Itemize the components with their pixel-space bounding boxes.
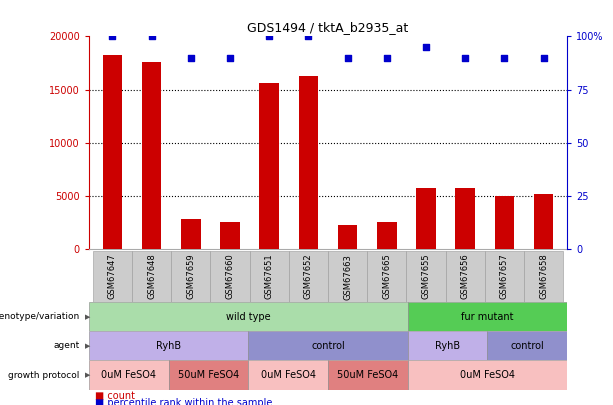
Text: GSM67655: GSM67655	[421, 254, 430, 299]
Point	[460, 54, 470, 61]
Bar	[299, 76, 318, 249]
Bar	[93, 251, 132, 302]
Text: ▶: ▶	[85, 314, 90, 320]
Text: RyhB: RyhB	[435, 341, 460, 351]
Bar	[142, 62, 161, 249]
Bar	[249, 251, 289, 302]
Bar	[259, 83, 279, 249]
Bar	[289, 251, 328, 302]
Bar	[524, 251, 563, 302]
Title: GDS1494 / tktA_b2935_at: GDS1494 / tktA_b2935_at	[247, 21, 409, 34]
Point	[147, 33, 156, 40]
Text: GSM67663: GSM67663	[343, 254, 352, 300]
Bar	[408, 302, 567, 331]
Bar	[408, 331, 487, 360]
Bar	[171, 251, 210, 302]
Bar	[408, 360, 567, 390]
Bar	[210, 251, 249, 302]
Bar	[132, 251, 171, 302]
Text: ■ count: ■ count	[95, 391, 135, 401]
Bar	[169, 360, 248, 390]
Text: 0uM FeSO4: 0uM FeSO4	[261, 370, 316, 380]
Bar	[495, 196, 514, 249]
Bar	[416, 188, 436, 249]
Bar	[328, 251, 367, 302]
Point	[264, 33, 274, 40]
Text: ▶: ▶	[85, 343, 90, 349]
Text: GSM67648: GSM67648	[147, 254, 156, 299]
Bar	[89, 360, 169, 390]
Point	[343, 54, 352, 61]
Bar	[455, 188, 475, 249]
Bar	[248, 331, 408, 360]
Bar	[367, 251, 406, 302]
Bar	[181, 219, 200, 249]
Bar	[89, 331, 248, 360]
Bar	[328, 360, 408, 390]
Text: growth protocol: growth protocol	[9, 371, 80, 379]
Point	[107, 33, 117, 40]
Text: GSM67658: GSM67658	[539, 254, 548, 299]
Point	[539, 54, 549, 61]
Bar	[487, 331, 567, 360]
Text: wild type: wild type	[226, 312, 270, 322]
Point	[500, 54, 509, 61]
Point	[186, 54, 196, 61]
Text: genotype/variation: genotype/variation	[0, 312, 80, 321]
Point	[421, 44, 431, 50]
Bar	[89, 302, 408, 331]
Text: 50uM FeSO4: 50uM FeSO4	[178, 370, 239, 380]
Text: GSM67656: GSM67656	[460, 254, 470, 299]
Bar	[406, 251, 446, 302]
Point	[382, 54, 392, 61]
Text: GSM67665: GSM67665	[383, 254, 391, 299]
Bar	[338, 225, 357, 249]
Bar	[102, 55, 122, 249]
Text: GSM67651: GSM67651	[265, 254, 273, 299]
Text: GSM67659: GSM67659	[186, 254, 196, 299]
Text: control: control	[510, 341, 544, 351]
Bar	[534, 194, 554, 249]
Text: ▶: ▶	[85, 372, 90, 378]
Text: ■ percentile rank within the sample: ■ percentile rank within the sample	[95, 398, 272, 405]
Text: 0uM FeSO4: 0uM FeSO4	[460, 370, 515, 380]
Bar	[220, 222, 240, 249]
Text: GSM67652: GSM67652	[304, 254, 313, 299]
Text: fur mutant: fur mutant	[461, 312, 514, 322]
Bar	[377, 222, 397, 249]
Text: 0uM FeSO4: 0uM FeSO4	[101, 370, 156, 380]
Bar	[485, 251, 524, 302]
Text: GSM67657: GSM67657	[500, 254, 509, 299]
Text: RyhB: RyhB	[156, 341, 181, 351]
Point	[303, 33, 313, 40]
Point	[225, 54, 235, 61]
Text: GSM67647: GSM67647	[108, 254, 117, 299]
Text: 50uM FeSO4: 50uM FeSO4	[337, 370, 398, 380]
Bar	[446, 251, 485, 302]
Text: GSM67660: GSM67660	[226, 254, 235, 299]
Text: agent: agent	[53, 341, 80, 350]
Bar	[248, 360, 328, 390]
Text: control: control	[311, 341, 345, 351]
